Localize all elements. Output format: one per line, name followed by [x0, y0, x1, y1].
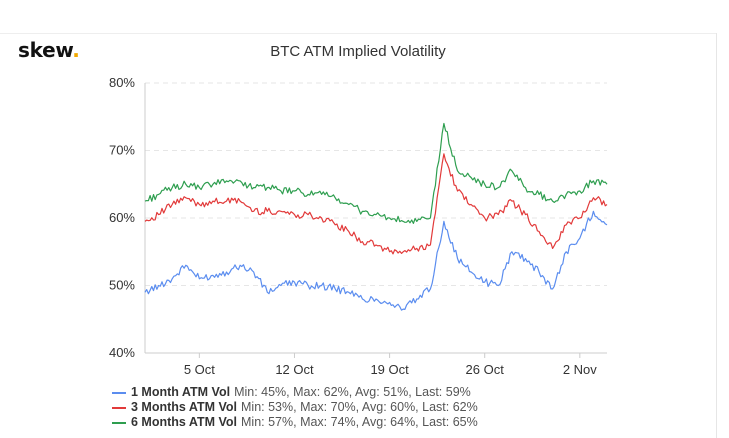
legend-swatch [112, 421, 126, 424]
series-line-3 [144, 122, 608, 224]
series-line-2 [144, 153, 608, 255]
logo-text: skew [18, 38, 73, 62]
y-tick-label: 40% [109, 345, 135, 360]
series-line-1 [144, 210, 608, 311]
legend-series-name: 6 Months ATM Vol [131, 415, 238, 429]
legend-swatch [112, 406, 126, 409]
legend-item[interactable]: 1 Month ATM Vol Min: 45%, Max: 62%, Avg: … [112, 385, 478, 400]
legend-series-stats: Min: 45%, Max: 62%, Avg: 51%, Last: 59% [234, 385, 471, 399]
legend-swatch [112, 391, 126, 394]
chart-title: BTC ATM Implied Volatility [270, 43, 446, 60]
legend-item[interactable]: 3 Months ATM Vol Min: 53%, Max: 70%, Avg:… [112, 400, 478, 415]
x-tick-label: 5 Oct [184, 362, 215, 377]
legend-series-stats: Min: 53%, Max: 70%, Avg: 60%, Last: 62% [241, 400, 478, 414]
y-tick-label: 50% [109, 278, 135, 293]
skew-logo: skew. [18, 38, 80, 62]
y-tick-label: 80% [109, 75, 135, 90]
widget-top-border [0, 33, 717, 34]
x-tick-label: 26 Oct [466, 362, 505, 377]
x-tick-label: 12 Oct [275, 362, 314, 377]
y-tick-label: 70% [109, 143, 135, 158]
legend-series-name: 1 Month ATM Vol [131, 385, 231, 399]
x-tick-label: 19 Oct [370, 362, 409, 377]
x-tick-label: 2 Nov [563, 362, 597, 377]
chart-legend: 1 Month ATM Vol Min: 45%, Max: 62%, Avg: … [112, 385, 478, 430]
legend-item[interactable]: 6 Months ATM Vol Min: 57%, Max: 74%, Avg:… [112, 415, 478, 430]
legend-series-stats: Min: 57%, Max: 74%, Avg: 64%, Last: 65% [241, 415, 478, 429]
logo-dot: . [72, 38, 80, 62]
legend-series-name: 3 Months ATM Vol [131, 400, 238, 414]
y-tick-label: 60% [109, 210, 135, 225]
widget-right-border [716, 33, 717, 438]
